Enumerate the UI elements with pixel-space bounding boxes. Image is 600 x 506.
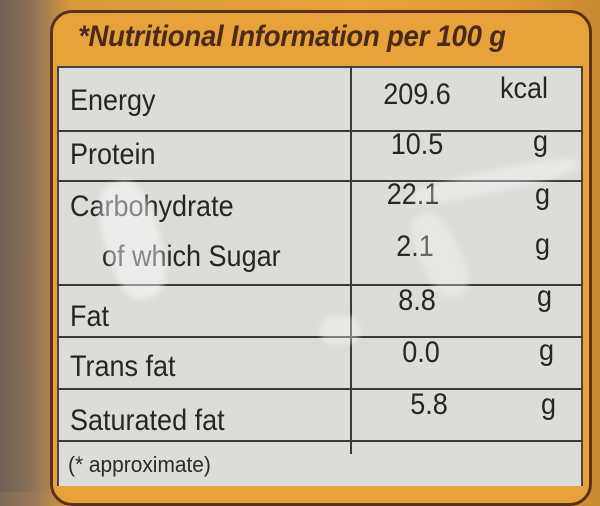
row-saturated-fat-label: Saturated fat [70,404,225,437]
footnote-approximate: (* approximate) [68,452,211,477]
row-saturated-fat-unit: g [540,388,556,421]
row-divider [57,336,583,338]
row-sugar-unit: g [534,228,550,261]
row-fat-unit: g [536,280,552,313]
row-saturated-fat-value: 5.8 [410,388,448,421]
row-protein-value: 10.5 [390,128,444,161]
row-energy-unit: kcal [499,72,548,105]
row-fat-value: 8.8 [398,284,436,317]
row-divider [57,284,583,286]
column-divider [350,66,352,454]
row-divider [57,440,583,442]
row-trans-fat-label: Trans fat [70,350,176,383]
row-protein-label: Protein [70,138,156,171]
row-protein-unit: g [532,125,548,158]
row-sugar-label: of which Sugar [102,240,281,273]
row-energy-value: 209.6 [383,78,451,111]
row-carbohydrate-label: Carbohydrate [70,190,234,223]
row-trans-fat-unit: g [538,334,554,367]
row-trans-fat-value: 0.0 [402,336,440,369]
row-carbohydrate-value: 22.1 [386,178,440,211]
row-divider [57,180,583,182]
row-sugar-value: 2.1 [396,230,434,263]
row-fat-label: Fat [70,300,110,333]
row-energy-label: Energy [70,84,156,117]
nutrition-title: *Nutritional Information per 100 g [78,20,506,53]
row-divider [57,130,583,132]
row-carbohydrate-unit: g [534,178,550,211]
row-divider [57,388,583,390]
nutrition-table [57,66,583,486]
